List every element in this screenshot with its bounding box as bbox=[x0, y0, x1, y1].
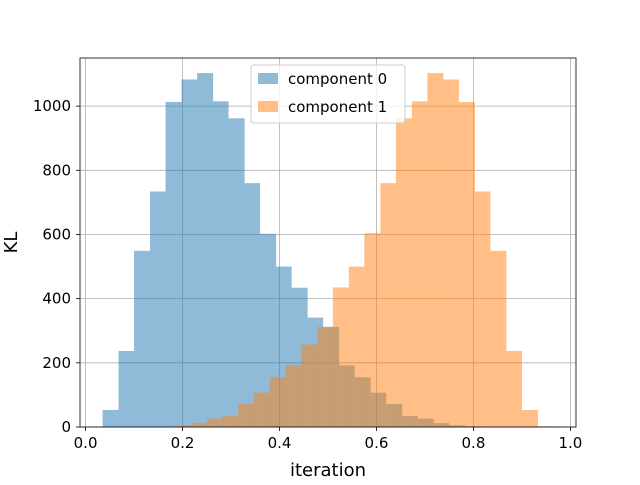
axis-ticks: 0.0 0.2 0.4 0.6 0.8 1.0 0 200 400 600 800 1000 bbox=[33, 97, 583, 452]
y-tick-label: 600 bbox=[42, 225, 71, 243]
legend: component 0 component 1 bbox=[250, 64, 406, 124]
x-tick-label: 0.4 bbox=[268, 434, 292, 452]
histogram-bar bbox=[364, 233, 381, 427]
legend-swatch-component-0 bbox=[258, 73, 278, 84]
histogram-bar bbox=[228, 118, 245, 427]
y-tick-label: 800 bbox=[42, 161, 71, 179]
x-tick-label: 0.8 bbox=[462, 434, 486, 452]
histogram-bar bbox=[411, 101, 428, 428]
histogram-bar bbox=[269, 377, 286, 427]
x-tick-label: 0.0 bbox=[74, 434, 98, 452]
histogram-bar bbox=[395, 118, 412, 427]
histogram-bar bbox=[206, 418, 223, 427]
x-tick-label: 0.2 bbox=[171, 434, 195, 452]
histogram-bar bbox=[102, 409, 119, 427]
histogram-bar bbox=[175, 425, 191, 427]
y-tick-label: 0 bbox=[61, 418, 71, 436]
histogram-bar bbox=[244, 183, 261, 427]
legend-box bbox=[250, 64, 406, 124]
histogram-bar bbox=[474, 191, 491, 427]
histogram-bar bbox=[134, 250, 151, 427]
histogram-bar bbox=[181, 79, 198, 427]
legend-label-component-1: component 1 bbox=[288, 98, 387, 116]
histogram-bar bbox=[506, 350, 522, 427]
histogram-bar bbox=[253, 392, 270, 427]
histogram-bar bbox=[118, 350, 135, 427]
histogram-bar bbox=[490, 250, 507, 427]
y-tick-label: 400 bbox=[42, 290, 71, 308]
x-tick-label: 1.0 bbox=[558, 434, 582, 452]
y-axis-label: KL bbox=[1, 232, 22, 254]
x-tick-label: 0.6 bbox=[365, 434, 389, 452]
histogram-bar bbox=[213, 101, 229, 428]
legend-swatch-component-1 bbox=[258, 101, 278, 112]
histogram-bar bbox=[348, 266, 365, 427]
histogram-bar bbox=[317, 326, 333, 427]
histogram-bar bbox=[521, 409, 538, 427]
histogram-bar bbox=[222, 416, 239, 427]
histogram-bar bbox=[165, 101, 182, 427]
x-axis-label: iteration bbox=[290, 460, 366, 480]
histogram-bar bbox=[238, 403, 254, 427]
histogram-bar bbox=[427, 73, 444, 427]
histogram-bar bbox=[190, 423, 207, 427]
plot-frame bbox=[79, 57, 577, 428]
histogram-bar bbox=[285, 365, 302, 427]
histogram-bar bbox=[443, 79, 459, 427]
histogram-bars bbox=[102, 73, 554, 428]
y-tick-label: 200 bbox=[42, 354, 71, 372]
histogram-bar bbox=[197, 73, 214, 427]
histogram-bar bbox=[301, 344, 318, 427]
y-tick-label: 1000 bbox=[33, 97, 71, 115]
histogram-bar bbox=[150, 191, 166, 427]
histogram-bar bbox=[458, 101, 475, 427]
histogram-bar bbox=[332, 287, 349, 427]
histogram-bar bbox=[380, 183, 396, 427]
series-1-bars bbox=[175, 73, 554, 428]
legend-label-component-0: component 0 bbox=[288, 70, 387, 88]
